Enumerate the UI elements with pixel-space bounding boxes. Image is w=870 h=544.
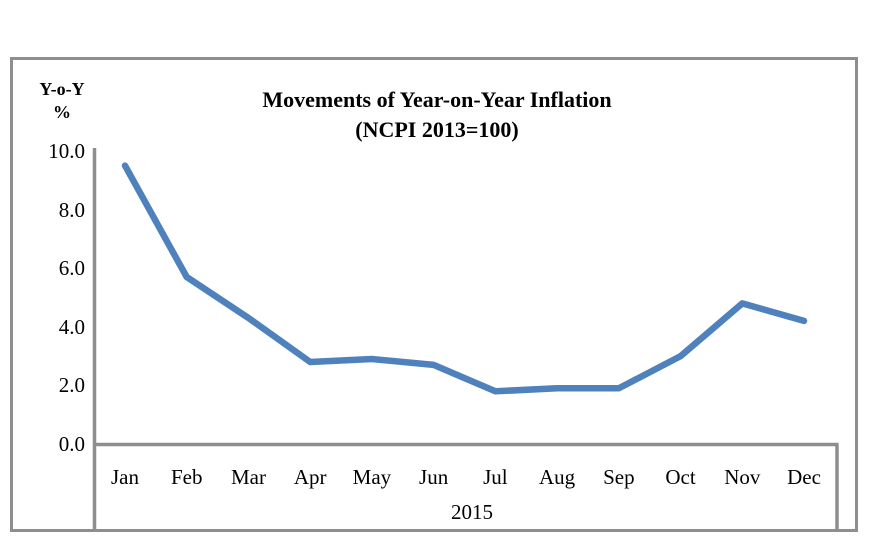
y-tick-label: 0.0 [58, 432, 85, 456]
x-tick-label: Jan [111, 465, 139, 489]
chart-title-line2: (NCPI 2013=100) [355, 117, 519, 142]
chart-title: Movements of Year-on-Year Inflation (NCP… [100, 85, 774, 145]
x-tick-label: Apr [293, 465, 327, 489]
inflation-line [121, 162, 808, 395]
x-tick-label: May [352, 465, 392, 489]
x-tick-label: Oct [665, 465, 696, 489]
x-tick-label: Sep [603, 465, 635, 489]
x-tick-label: Aug [539, 465, 576, 489]
chart-frame [10, 57, 858, 532]
y-tick-label: 4.0 [58, 314, 85, 339]
y-tick-label: 6.0 [58, 256, 85, 281]
y-axis-title-line2: % [53, 102, 71, 122]
x-tick-label: Mar [230, 465, 266, 489]
y-tick-label: 8.0 [58, 197, 85, 222]
y-axis-title: Y-o-Y % [28, 78, 96, 124]
y-tick-label: 2.0 [58, 373, 85, 398]
x-tick-label: Jul [483, 465, 508, 489]
x-tick-label: Dec [787, 465, 821, 489]
chart-title-line1: Movements of Year-on-Year Inflation [262, 87, 612, 112]
x-tick-label: Feb [170, 465, 203, 489]
x-tick-label: Nov [724, 465, 761, 489]
x-axis-title: 2015 [451, 500, 493, 524]
y-tick-label: 10.0 [48, 139, 85, 163]
y-axis-title-line1: Y-o-Y [39, 79, 85, 99]
x-tick-label: Jun [419, 465, 449, 489]
